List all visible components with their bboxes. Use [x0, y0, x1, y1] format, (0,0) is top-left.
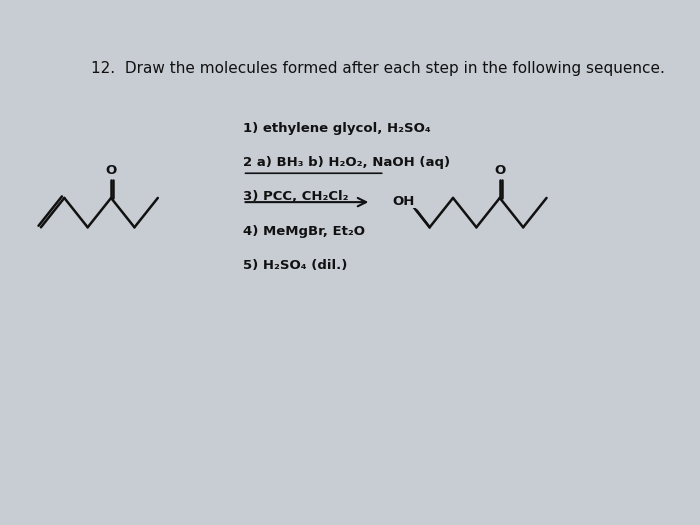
Text: 3) PCC, CH₂Cl₂: 3) PCC, CH₂Cl₂ — [243, 191, 348, 203]
Text: OH: OH — [393, 195, 415, 207]
Text: 2 a) BH₃ b) H₂O₂, NaOH (aq): 2 a) BH₃ b) H₂O₂, NaOH (aq) — [243, 156, 449, 169]
Text: 1) ethylene glycol, H₂SO₄: 1) ethylene glycol, H₂SO₄ — [243, 122, 430, 135]
Text: 4) MeMgBr, Et₂O: 4) MeMgBr, Et₂O — [243, 225, 365, 237]
Text: O: O — [106, 164, 117, 177]
Text: 5) H₂SO₄ (dil.): 5) H₂SO₄ (dil.) — [243, 259, 347, 271]
Text: 12.  Draw the molecules formed after each step in the following sequence.: 12. Draw the molecules formed after each… — [90, 61, 664, 76]
Text: O: O — [494, 164, 505, 177]
